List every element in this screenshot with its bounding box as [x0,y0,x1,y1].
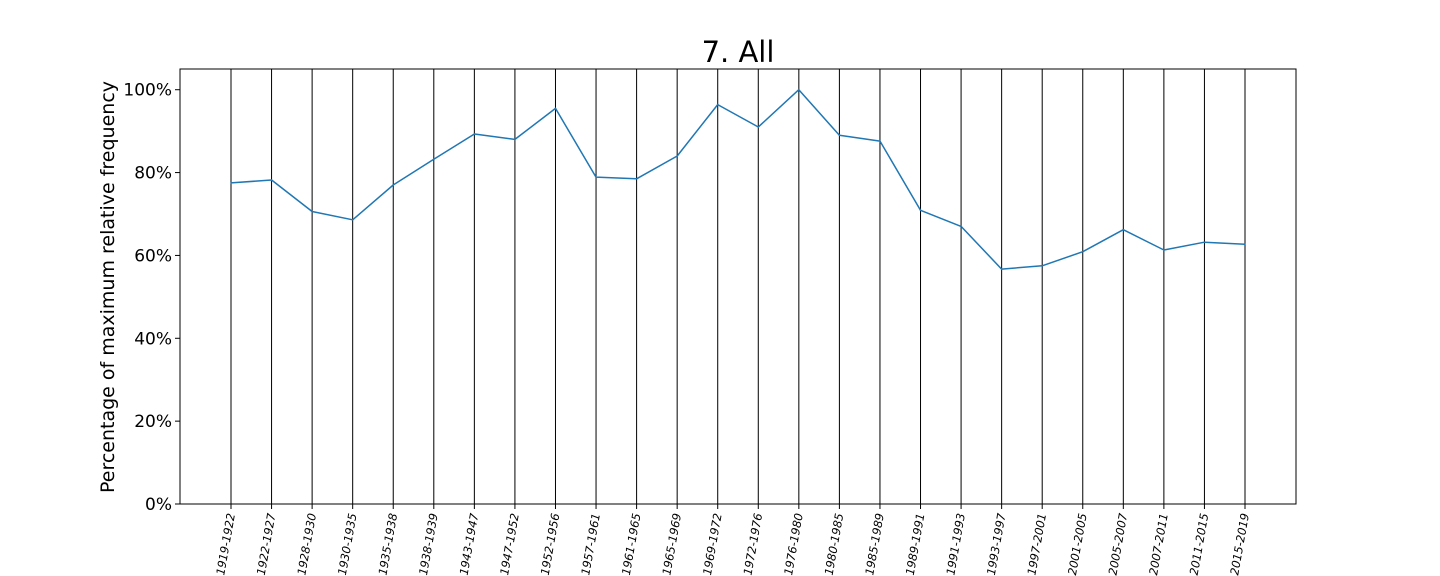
x-tick-label: 1976-1980 [781,512,806,576]
data-point-1961-1965 [635,177,638,180]
y-tick-label: 40% [134,329,172,349]
x-tick-label: 1928-1930 [294,512,319,576]
x-tick-label: 1957-1961 [578,512,603,576]
data-point-1922-1927 [270,179,273,181]
y-tick-label: 20% [134,412,172,432]
x-tick-label: 1991-1993 [943,512,968,576]
x-tick-label: 1969-1972 [700,512,725,576]
data-point-2001-2005 [1081,250,1084,253]
x-tick-label: 2011-2015 [1187,512,1212,576]
data-point-1997-2001 [1041,264,1043,267]
y-tick-label: 60% [134,246,172,266]
x-tick-label: 1919-1922 [213,512,238,576]
axes [179,68,1297,505]
data-point-1969-1972 [716,103,719,106]
x-tick-label: 1952-1956 [538,512,563,576]
data-point-1938-1939 [433,158,435,161]
y-ticks: 0% 20% 40% 60% 80% 100% [123,81,180,515]
series-line-0 [230,88,1246,270]
data-point-1985-1989 [879,140,881,142]
x-tick-label: 1997-2001 [1024,512,1049,576]
x-tick-label: 2015-2019 [1227,512,1252,576]
x-tick-label: 1935-1938 [376,512,401,576]
data-point-1976-1980 [798,88,800,91]
vertical-grid-lines [230,69,1246,504]
y-axis-label: Percentage of maximum relative frequency [97,81,119,493]
x-tick-label: 1980-1985 [822,512,847,576]
data-point-1947-1952 [514,138,516,141]
x-tick-label: 2007-2011 [1146,512,1171,576]
x-tick-label: 1965-1969 [659,512,684,576]
y-tick-label: 0% [145,495,172,515]
data-point-1952-1956 [554,107,557,110]
x-ticks: 1919-1922 1922-1927 1928-1930 1930-1935 1935… [213,504,1252,576]
data-point-1957-1961 [595,176,597,178]
x-tick-label: 2005-2007 [1106,511,1131,576]
x-tick-label: 1947-1952 [497,512,522,576]
x-tick-label: 1961-1965 [619,512,644,576]
data-point-2015-2019 [1244,243,1246,246]
x-tick-label: 1993-1997 [984,511,1009,576]
data-point-1965-1969 [676,155,678,157]
x-tick-label: 1922-1927 [254,511,279,576]
data-point-2005-2007 [1122,228,1125,231]
x-tick-label: 1972-1976 [741,512,766,576]
series-layer [230,88,1246,270]
data-point-1989-1991 [919,209,922,212]
chart-title: 7. All [702,35,775,69]
x-tick-label: 1943-1947 [457,511,482,576]
data-point-1980-1985 [838,134,841,137]
data-point-1991-1993 [960,225,962,228]
plot-frame [179,68,1297,505]
x-tick-label: 1985-1989 [862,512,887,576]
x-tick-label: 1930-1935 [335,512,360,576]
data-point-1972-1976 [757,126,760,128]
data-point-1930-1935 [351,219,354,221]
data-point-2011-2015 [1203,241,1206,243]
data-point-1919-1922 [230,182,232,184]
data-point-1943-1947 [473,133,476,135]
data-point-2007-2011 [1163,249,1165,251]
y-tick-label: 80% [134,164,172,184]
data-point-1928-1930 [311,210,313,213]
data-point-1935-1938 [392,184,395,186]
x-tick-label: 1938-1939 [416,512,441,576]
y-tick-label: 100% [123,81,172,101]
x-tick-label: 2001-2005 [1065,512,1090,576]
x-tick-label: 1989-1991 [903,512,928,576]
data-point-1993-1997 [1000,268,1003,270]
